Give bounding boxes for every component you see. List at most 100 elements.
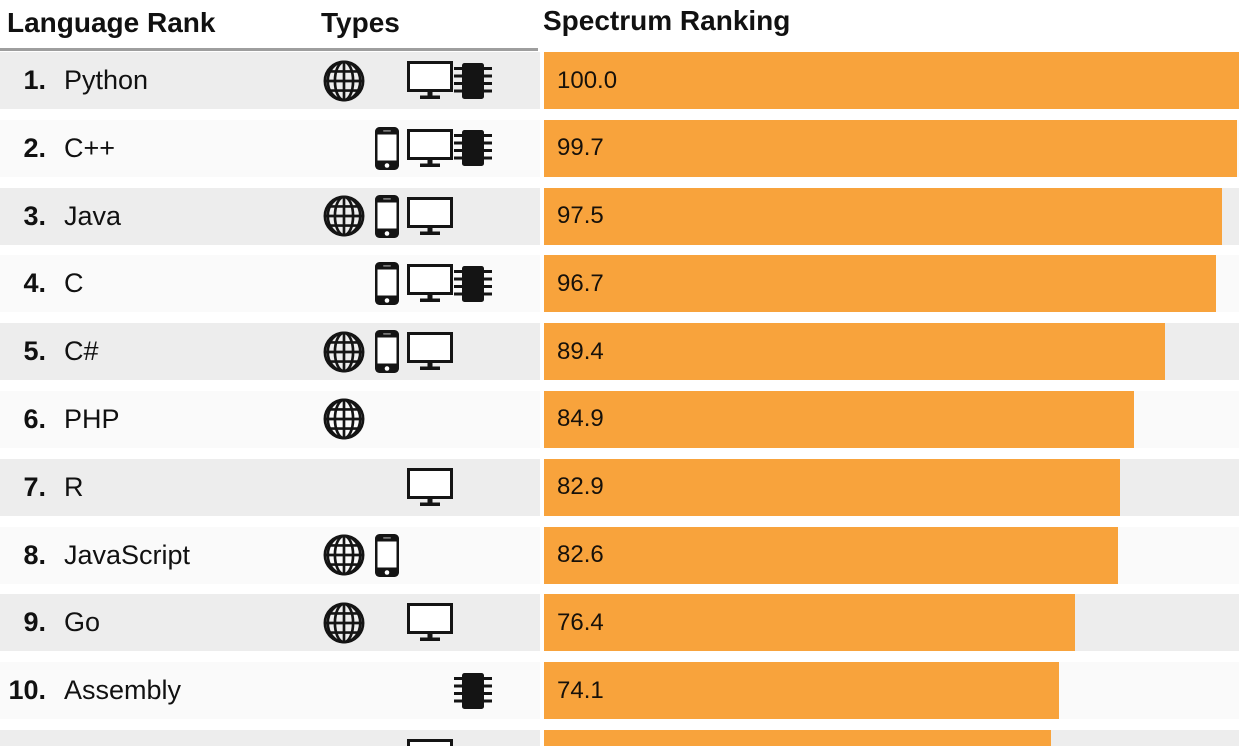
- monitor-icon: [407, 61, 453, 100]
- bar-value-label: 84.9: [557, 405, 604, 433]
- language-label: JavaScript: [64, 539, 191, 570]
- smartphone-icon: [367, 533, 407, 578]
- monitor-icon: [407, 738, 453, 746]
- language-cell: 2. C++: [0, 120, 318, 177]
- types-cell: [318, 120, 540, 177]
- bar-value-label: 82.6: [557, 541, 604, 569]
- monitor-icon: [407, 196, 453, 236]
- bar-value-label: 82.9: [557, 473, 604, 501]
- language-cell: 7. R: [0, 459, 318, 516]
- rank-label: 3.: [23, 200, 46, 231]
- globe-icon: [321, 533, 367, 577]
- bar-value-label: 76.4: [557, 608, 604, 636]
- ranking-bar: 97.5: [544, 187, 1222, 245]
- header-rule: [0, 48, 538, 51]
- types-cell: [318, 459, 540, 516]
- smartphone-icon: [367, 194, 407, 239]
- bar-track: 76.4: [540, 594, 1239, 652]
- types-cell: [318, 391, 540, 448]
- bar-track: 96.7: [540, 255, 1239, 313]
- ranking-row: 7. R: [0, 458, 1239, 516]
- ranking-row: 3. Java: [0, 187, 1239, 245]
- smartphone-icon: [367, 126, 407, 171]
- chip-icon: [453, 127, 493, 169]
- column-header-language-rank: Language Rank: [7, 7, 216, 38]
- rank-label: 6.: [23, 403, 46, 434]
- ranking-bar: [544, 729, 1052, 746]
- bar-track: 82.9: [540, 458, 1239, 516]
- rank-label: 10.: [8, 675, 46, 706]
- ranking-row: 5. C#: [0, 323, 1239, 381]
- language-label: PHP: [64, 403, 120, 434]
- ranking-row: [0, 729, 1239, 746]
- language-label: C++: [64, 132, 116, 163]
- globe-icon: [321, 601, 367, 645]
- bar-track: 84.9: [540, 390, 1239, 448]
- table-header: Language Rank Types Spectrum Ranking: [0, 0, 1239, 52]
- ranking-bar: 99.7: [544, 119, 1237, 177]
- rank-label: 9.: [23, 607, 46, 638]
- bar-value-label: 74.1: [557, 676, 604, 704]
- language-label: R: [64, 471, 84, 502]
- language-cell: 10. Assembly: [0, 662, 318, 719]
- ranking-row: 8. JavaScript: [0, 526, 1239, 584]
- rank-label: 8.: [23, 539, 46, 570]
- monitor-icon: [407, 603, 453, 642]
- rank-label: 2.: [23, 132, 46, 163]
- language-cell: 5. C#: [0, 323, 318, 380]
- language-cell: [0, 730, 318, 746]
- ranking-row: 2. C++: [0, 119, 1239, 177]
- ranking-bar: 82.9: [544, 458, 1121, 516]
- monitor-icon: [407, 467, 453, 507]
- language-label: C: [64, 268, 84, 299]
- bar-value-label: 96.7: [557, 269, 604, 297]
- ranking-bar: 82.6: [544, 526, 1119, 584]
- language-cell: 1. Python: [0, 52, 318, 109]
- types-cell: [318, 52, 540, 109]
- rank-label: 4.: [23, 268, 46, 299]
- types-cell: [318, 323, 540, 380]
- language-cell: 3. Java: [0, 188, 318, 245]
- types-cell: [318, 188, 540, 245]
- chip-icon: [453, 670, 493, 712]
- chip-icon: [453, 263, 493, 305]
- ranking-row: 1. Python: [0, 52, 1239, 109]
- bar-track: [540, 729, 1239, 746]
- smartphone-icon: [367, 329, 407, 374]
- language-label: Java: [64, 200, 122, 231]
- ranking-bar: 76.4: [544, 594, 1075, 652]
- types-cell: [318, 594, 540, 651]
- types-cell: [318, 527, 540, 584]
- ranking-row: 4. C: [0, 255, 1239, 313]
- monitor-icon: [407, 264, 453, 303]
- monitor-icon: [407, 332, 453, 371]
- chip-icon: [453, 60, 493, 102]
- rank-label: 1.: [23, 65, 46, 95]
- bar-value-label: 100.0: [557, 66, 618, 94]
- globe-icon: [321, 330, 367, 374]
- types-cell: [318, 255, 540, 312]
- ranking-bar: 84.9: [544, 390, 1135, 448]
- bar-value-label: 99.7: [557, 134, 604, 162]
- ranking-row: 6. PHP: [0, 390, 1239, 448]
- bar-track: 100.0: [540, 52, 1239, 109]
- ranking-bar: 89.4: [544, 323, 1166, 381]
- rank-label: 5.: [23, 336, 46, 367]
- language-label: Assembly: [64, 675, 182, 706]
- language-cell: 8. JavaScript: [0, 527, 318, 584]
- bar-track: 74.1: [540, 662, 1239, 720]
- monitor-icon: [407, 128, 453, 168]
- language-cell: 4. C: [0, 255, 318, 312]
- bar-track: 97.5: [540, 187, 1239, 245]
- bar-track: 82.6: [540, 526, 1239, 584]
- language-label: Python: [64, 65, 149, 95]
- globe-icon: [321, 194, 367, 238]
- ranking-bar: 96.7: [544, 255, 1217, 313]
- bar-track: 99.7: [540, 119, 1239, 177]
- ranking-rows: 1. Python: [0, 52, 1239, 746]
- ranking-row: 10. Assembly: [0, 662, 1239, 720]
- language-label: Go: [64, 607, 101, 638]
- types-cell: [318, 730, 540, 746]
- bar-value-label: 89.4: [557, 337, 604, 365]
